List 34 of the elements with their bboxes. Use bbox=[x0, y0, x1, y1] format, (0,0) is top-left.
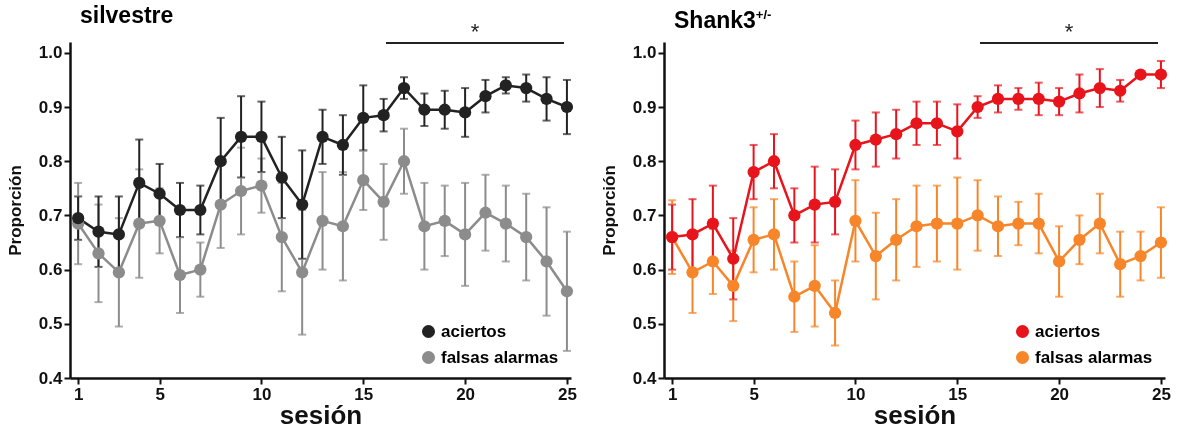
y-axis-title: Proporción bbox=[5, 165, 25, 256]
y-tick-label: 0.8 bbox=[632, 151, 657, 171]
y-tick-label: 0.8 bbox=[38, 151, 63, 171]
y-tick-label: 0.9 bbox=[632, 97, 657, 117]
x-tick-label: 5 bbox=[749, 384, 759, 404]
y-tick-label: 0.5 bbox=[632, 314, 657, 334]
y-tick-label: 0.6 bbox=[38, 260, 63, 280]
x-tick-label: 20 bbox=[456, 384, 476, 404]
y-tick-label: 0.4 bbox=[632, 368, 658, 388]
y-tick-label: 0.6 bbox=[632, 260, 657, 280]
x-tick-label: 25 bbox=[557, 384, 577, 404]
y-tick-label: 0.5 bbox=[38, 314, 63, 334]
x-tick-label: 10 bbox=[846, 384, 866, 404]
y-tick-label: 1.0 bbox=[632, 43, 657, 63]
legend-label: aciertos bbox=[441, 321, 507, 341]
y-tick-label: 1.0 bbox=[38, 43, 63, 63]
significance-bracket: * bbox=[385, 22, 564, 44]
x-tick-label: 20 bbox=[1050, 384, 1070, 404]
legend-label: falsas alarmas bbox=[1035, 347, 1153, 367]
significance-bracket: * bbox=[979, 22, 1158, 44]
x-tick-label: 10 bbox=[252, 384, 272, 404]
legend-label: aciertos bbox=[1035, 321, 1101, 341]
y-axis-title: Proporción bbox=[599, 165, 619, 256]
chart-title: Shank3$^{+/-}$ bbox=[674, 6, 772, 33]
y-tick-label: 0.7 bbox=[632, 205, 657, 225]
y-tick-label: 0.7 bbox=[38, 205, 63, 225]
x-tick-label: 1 bbox=[73, 384, 84, 404]
y-tick-label: 0.9 bbox=[38, 97, 63, 117]
x-tick-label: 1 bbox=[667, 384, 678, 404]
x-tick-label: 25 bbox=[1151, 384, 1171, 404]
x-tick-label: 5 bbox=[155, 384, 165, 404]
chart-title: silvestre bbox=[80, 2, 174, 28]
legend-label: falsas alarmas bbox=[441, 347, 559, 367]
y-tick-label: 0.4 bbox=[38, 368, 64, 388]
